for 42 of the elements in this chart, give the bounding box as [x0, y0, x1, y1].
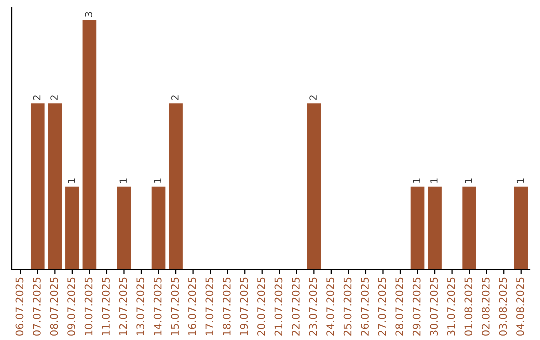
x-tick-label: 16.07.2025	[188, 278, 196, 336]
x-tick-label: 26.07.2025	[361, 278, 369, 336]
data-label: 2	[50, 96, 58, 100]
data-label: 1	[154, 178, 162, 183]
data-label: 3	[85, 12, 93, 17]
x-tick-label: 30.07.2025	[430, 278, 438, 336]
data-label: 1	[68, 178, 76, 183]
x-tick-label: 31.07.2025	[447, 278, 456, 336]
x-tick-label: 22.07.2025	[292, 278, 300, 336]
data-label: 2	[172, 96, 179, 100]
x-tick-label: 04.08.2025	[516, 278, 524, 336]
x-tick-label: 17.07.2025	[206, 278, 214, 336]
data-label: 2	[33, 96, 41, 100]
x-tick-label: 19.07.2025	[240, 278, 248, 336]
x-tick-label: 15.07.2025	[171, 278, 180, 336]
data-label: 1	[465, 178, 472, 183]
x-tick-label: 23.07.2025	[309, 278, 318, 336]
x-tick-label: 09.07.2025	[68, 278, 76, 336]
x-tick-label: 01.08.2025	[464, 278, 473, 336]
data-label: 1	[430, 178, 438, 183]
x-tick-label: 12.07.2025	[119, 278, 128, 336]
x-tick-label: 29.07.2025	[412, 278, 421, 336]
x-tick-label: 24.07.2025	[326, 278, 334, 336]
x-tick-label: 27.07.2025	[378, 278, 386, 336]
x-tick-label: 02.08.2025	[482, 278, 490, 336]
data-label: 1	[413, 178, 420, 183]
data-label: 2	[310, 96, 317, 100]
x-tick-label: 11.07.2025	[102, 278, 110, 336]
data-label: 1	[120, 178, 127, 183]
x-tick-label: 08.07.2025	[50, 278, 58, 336]
x-tick-label: 14.07.2025	[154, 278, 162, 336]
x-tick-label: 18.07.2025	[222, 278, 231, 336]
data-label: 1	[516, 178, 524, 183]
x-tick-label: 28.07.2025	[396, 278, 404, 336]
x-tick-label: 10.07.2025	[84, 278, 93, 336]
x-tick-label: 20.07.2025	[258, 278, 266, 336]
x-tick-label: 06.07.2025	[16, 278, 24, 336]
x-tick-label: 25.07.2025	[344, 278, 352, 336]
x-tick-label: 07.07.2025	[33, 278, 41, 336]
x-tick-label: 21.07.2025	[274, 278, 283, 336]
x-tick-label: 13.07.2025	[136, 278, 145, 336]
x-tick-label: 03.08.2025	[499, 278, 508, 336]
